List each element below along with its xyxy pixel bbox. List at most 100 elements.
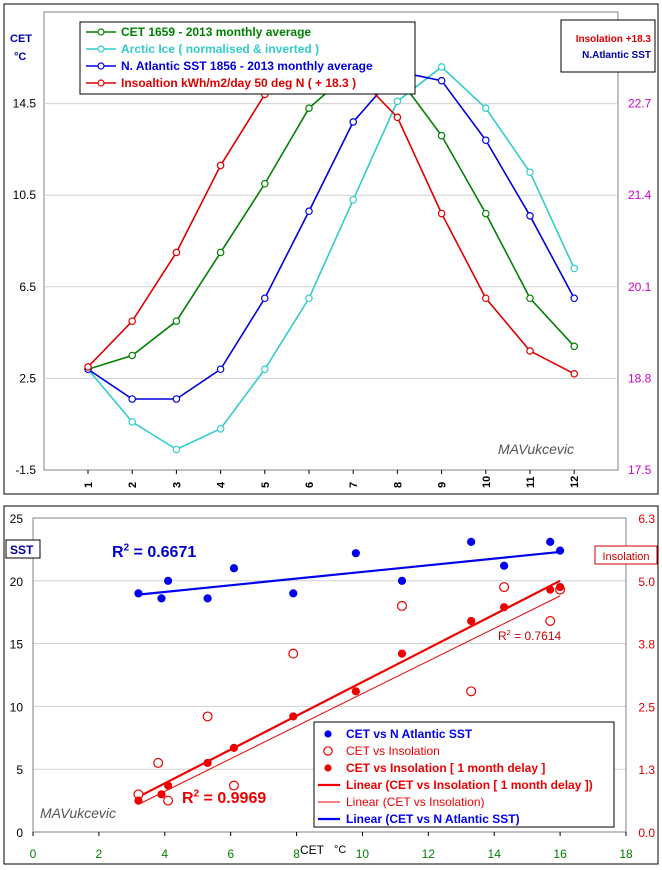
top-series-point bbox=[84, 363, 92, 371]
bottom-point bbox=[134, 796, 143, 805]
top-series-point bbox=[526, 347, 534, 355]
top-series-line bbox=[87, 65, 575, 451]
top-series-point bbox=[570, 264, 579, 273]
top-series-point bbox=[526, 168, 534, 177]
r2-rest: = 0.9969 bbox=[199, 790, 266, 807]
bottom-point bbox=[134, 589, 143, 598]
top-x-tick-label: 9 bbox=[437, 482, 449, 488]
bottom-point bbox=[289, 589, 298, 598]
top-series-point bbox=[172, 248, 181, 257]
top-legend-marker bbox=[97, 79, 105, 87]
bottom-legend-label: CET vs Insolation bbox=[346, 744, 440, 758]
bottom-legend-marker bbox=[324, 730, 332, 738]
top-left-tick-label: 10.5 bbox=[13, 188, 37, 202]
bottom-right-tick-label: 2.5 bbox=[638, 700, 655, 714]
bottom-point bbox=[499, 582, 510, 593]
bottom-right-tick-label: 6.3 bbox=[638, 512, 655, 526]
top-watermark: MAVukcevic bbox=[498, 441, 574, 457]
bottom-x-axis-title: CET bbox=[300, 843, 325, 857]
bottom-legend-marker bbox=[324, 764, 332, 772]
bottom-legend bbox=[313, 721, 615, 828]
bottom-left-tick-label: 10 bbox=[10, 700, 24, 714]
bottom-x-tick-label: 2 bbox=[96, 847, 103, 861]
bottom-point bbox=[556, 582, 565, 592]
bottom-legend-label: CET vs N Atlantic SST bbox=[346, 727, 473, 741]
top-series-point bbox=[437, 63, 446, 71]
bottom-point bbox=[500, 603, 509, 612]
r2-sup: 2 bbox=[124, 543, 130, 554]
top-series-point bbox=[570, 294, 579, 303]
top-series-point bbox=[481, 136, 490, 145]
top-series-point bbox=[349, 118, 358, 126]
bottom-plot-area bbox=[32, 517, 627, 833]
bottom-legend-label: CET vs Insolation [ 1 month delay ] bbox=[346, 761, 545, 775]
top-series-point bbox=[260, 294, 269, 303]
bottom-point bbox=[351, 549, 360, 558]
bottom-point bbox=[396, 600, 407, 611]
top-series-point bbox=[172, 317, 181, 325]
top-left-tick-label: 2.5 bbox=[19, 371, 36, 385]
bottom-point bbox=[203, 758, 212, 768]
top-right-tick-label: 18.8 bbox=[628, 371, 652, 385]
top-series-point bbox=[526, 212, 534, 220]
bottom-legend-label: Linear (CET vs N Atlantic SST) bbox=[346, 812, 520, 826]
bottom-r2-annotation: R2 = 0.6671 bbox=[112, 543, 196, 561]
top-x-tick-label: 11 bbox=[525, 476, 537, 488]
bottom-right-tick-label: 0.0 bbox=[638, 826, 655, 840]
bottom-point bbox=[202, 711, 213, 722]
top-x-tick-label: 8 bbox=[392, 482, 404, 488]
top-right-tick-label: 22.7 bbox=[628, 97, 652, 111]
top-legend-label: CET 1659 - 2013 monthly average bbox=[121, 25, 311, 39]
bottom-x-tick-label: 12 bbox=[422, 847, 436, 861]
bottom-r2-annotation: R2 = 0.7614 bbox=[498, 628, 562, 643]
bottom-point bbox=[397, 576, 407, 585]
r2-sup: 2 bbox=[507, 628, 511, 637]
r2-base: R bbox=[182, 790, 194, 807]
top-legend bbox=[79, 21, 416, 95]
bottom-left-tick-label: 5 bbox=[16, 763, 23, 777]
bottom-x-tick-label: 6 bbox=[227, 847, 234, 861]
top-series-point bbox=[172, 395, 181, 403]
bottom-right-tick-label: 1.3 bbox=[638, 763, 655, 777]
top-series-point bbox=[437, 209, 446, 218]
bottom-trendline bbox=[138, 550, 561, 596]
top-series-point bbox=[305, 104, 313, 112]
top-series-point bbox=[128, 317, 137, 325]
top-left-tick-label: 14.5 bbox=[13, 97, 37, 111]
top-series-line bbox=[87, 70, 575, 400]
r2-rest: = 0.6671 bbox=[129, 544, 196, 561]
top-right-tick-label: 17.5 bbox=[628, 463, 652, 477]
bottom-x-tick-label: 0 bbox=[30, 847, 37, 861]
top-right-label-line: Insolation +18.3 bbox=[576, 34, 652, 45]
top-series-point bbox=[437, 76, 446, 85]
top-left-tick-label: 6.5 bbox=[19, 280, 36, 294]
bottom-point bbox=[466, 686, 477, 697]
top-left-tick-label: -1.5 bbox=[15, 463, 36, 477]
top-left-axis-unit: °C bbox=[14, 51, 26, 63]
bottom-legend-marker bbox=[323, 746, 333, 756]
bottom-x-tick-label: 16 bbox=[553, 847, 567, 861]
top-series-point bbox=[349, 195, 358, 204]
top-x-tick-label: 6 bbox=[304, 482, 316, 488]
bottom-left-tick-label: 0 bbox=[16, 826, 23, 840]
top-right-tick-label: 21.4 bbox=[628, 188, 652, 202]
r2-sup: 2 bbox=[194, 789, 200, 800]
bottom-point bbox=[229, 564, 239, 573]
top-series-point bbox=[305, 294, 313, 303]
top-series-point bbox=[305, 207, 313, 216]
top-x-tick-label: 5 bbox=[260, 482, 272, 488]
bottom-point bbox=[288, 648, 299, 659]
bottom-point bbox=[163, 576, 173, 585]
top-series-point bbox=[481, 104, 490, 112]
bottom-x-tick-label: 18 bbox=[619, 847, 633, 861]
top-x-tick-label: 3 bbox=[171, 482, 183, 488]
bottom-point bbox=[157, 790, 166, 799]
top-series-point bbox=[216, 365, 225, 374]
top-legend-label: Insoaltion kWh/m2/day 50 deg N ( + 18.3 … bbox=[121, 76, 356, 90]
bottom-point bbox=[397, 649, 407, 658]
top-legend-label: N. Atlantic SST 1856 - 2013 monthly aver… bbox=[121, 59, 373, 73]
bottom-legend-label: Linear (CET vs Insolation) bbox=[346, 795, 485, 809]
top-x-tick-label: 4 bbox=[216, 481, 228, 488]
bottom-right-tick-label: 3.8 bbox=[638, 638, 655, 652]
bottom-x-axis-unit: °C bbox=[334, 844, 346, 856]
